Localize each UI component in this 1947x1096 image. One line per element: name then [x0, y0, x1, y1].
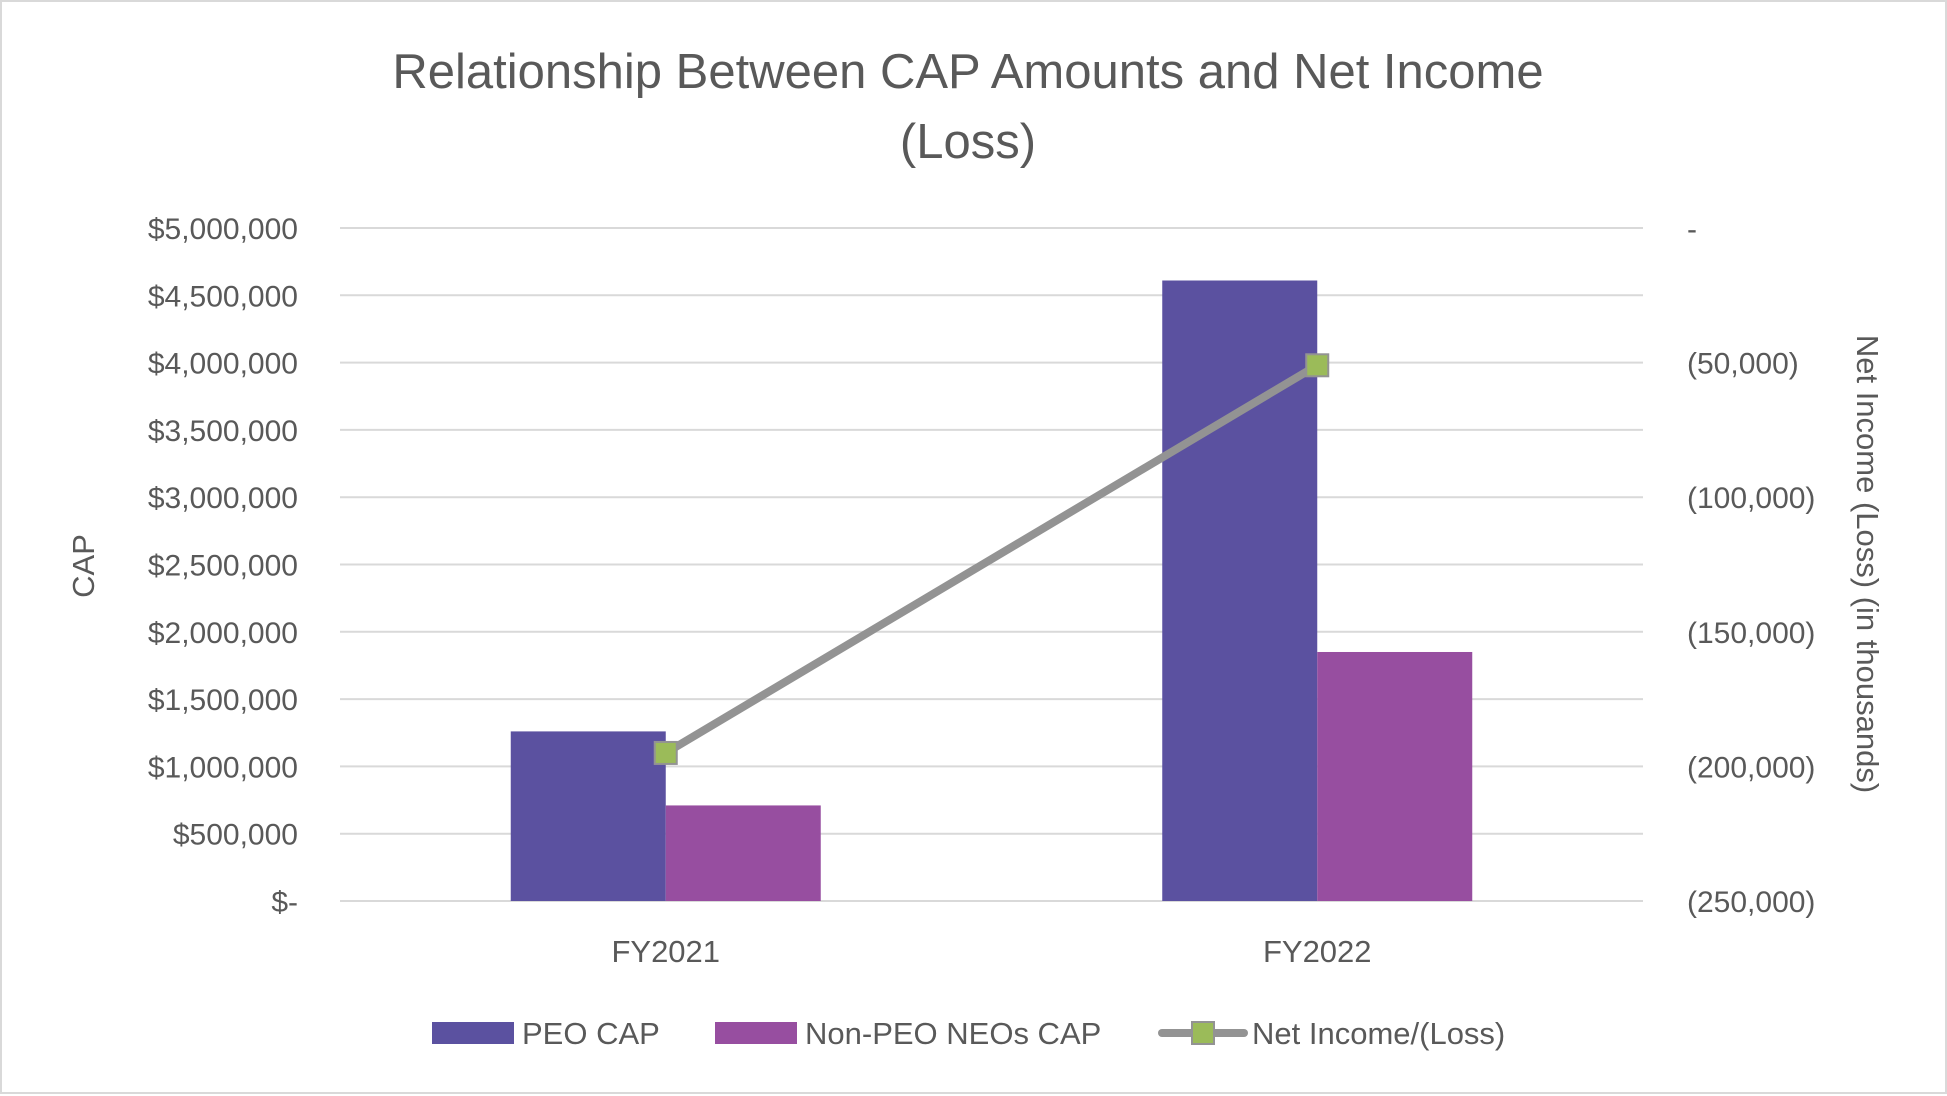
chart-title-line-2: (Loss) [900, 115, 1036, 169]
legend-label-peo-cap: PEO CAP [522, 1016, 660, 1051]
y-tick-label-10: $5,000,000 [148, 213, 298, 246]
y-tick-label-5: $2,500,000 [148, 550, 298, 583]
y-tick-label-7: $3,500,000 [148, 415, 298, 448]
x-tick-label-fy2021: FY2021 [611, 934, 720, 969]
y-tick-label-2: $1,000,000 [148, 751, 298, 784]
legend-marker-net-income [1191, 1021, 1215, 1045]
y2-tick-label-4: (50,000) [1687, 348, 1799, 381]
y2-tick-label-0: (250,000) [1687, 886, 1815, 919]
legend-swatch-non-peo-neos-cap [715, 1022, 797, 1044]
chart-title-line-1: Relationship Between CAP Amounts and Net… [392, 45, 1543, 99]
y-tick-label-6: $3,000,000 [148, 482, 298, 515]
bar-non-peo-neos-cap-fy2021 [665, 805, 821, 901]
bar-peo-cap-fy2021 [510, 731, 666, 901]
y2-tick-label-3: (100,000) [1687, 482, 1815, 515]
y-tick-label-8: $4,000,000 [148, 348, 298, 381]
point-net-income-loss-fy2021 [653, 740, 678, 765]
y-tick-label-3: $1,500,000 [148, 684, 298, 717]
y2-tick-label-1: (200,000) [1687, 751, 1815, 784]
legend-label-net-income: Net Income/(Loss) [1252, 1016, 1505, 1051]
line-net-income-loss [661, 361, 1322, 757]
bar-non-peo-neos-cap-fy2022 [1317, 651, 1473, 901]
bar-peo-cap-fy2022 [1162, 280, 1318, 901]
y2-tick-label-5: - [1687, 213, 1697, 246]
y-tick-label-4: $2,000,000 [148, 617, 298, 650]
point-net-income-loss-fy2022 [1305, 353, 1330, 378]
y2-axis-title: Net Income (Loss) (in thousands) [1850, 335, 1885, 793]
y-tick-label-9: $4,500,000 [148, 280, 298, 313]
legend-label-non-peo-neos-cap: Non-PEO NEOs CAP [805, 1016, 1101, 1051]
legend: PEO CAP Non-PEO NEOs CAP Net Income/(Los… [432, 1016, 1505, 1051]
y-axis-title: CAP [66, 534, 101, 598]
x-tick-label-fy2022: FY2022 [1263, 934, 1372, 969]
y-tick-label-1: $500,000 [173, 819, 298, 852]
legend-swatch-peo-cap [432, 1022, 514, 1044]
y-tick-label-0: $- [271, 886, 298, 919]
y2-tick-label-2: (150,000) [1687, 617, 1815, 650]
